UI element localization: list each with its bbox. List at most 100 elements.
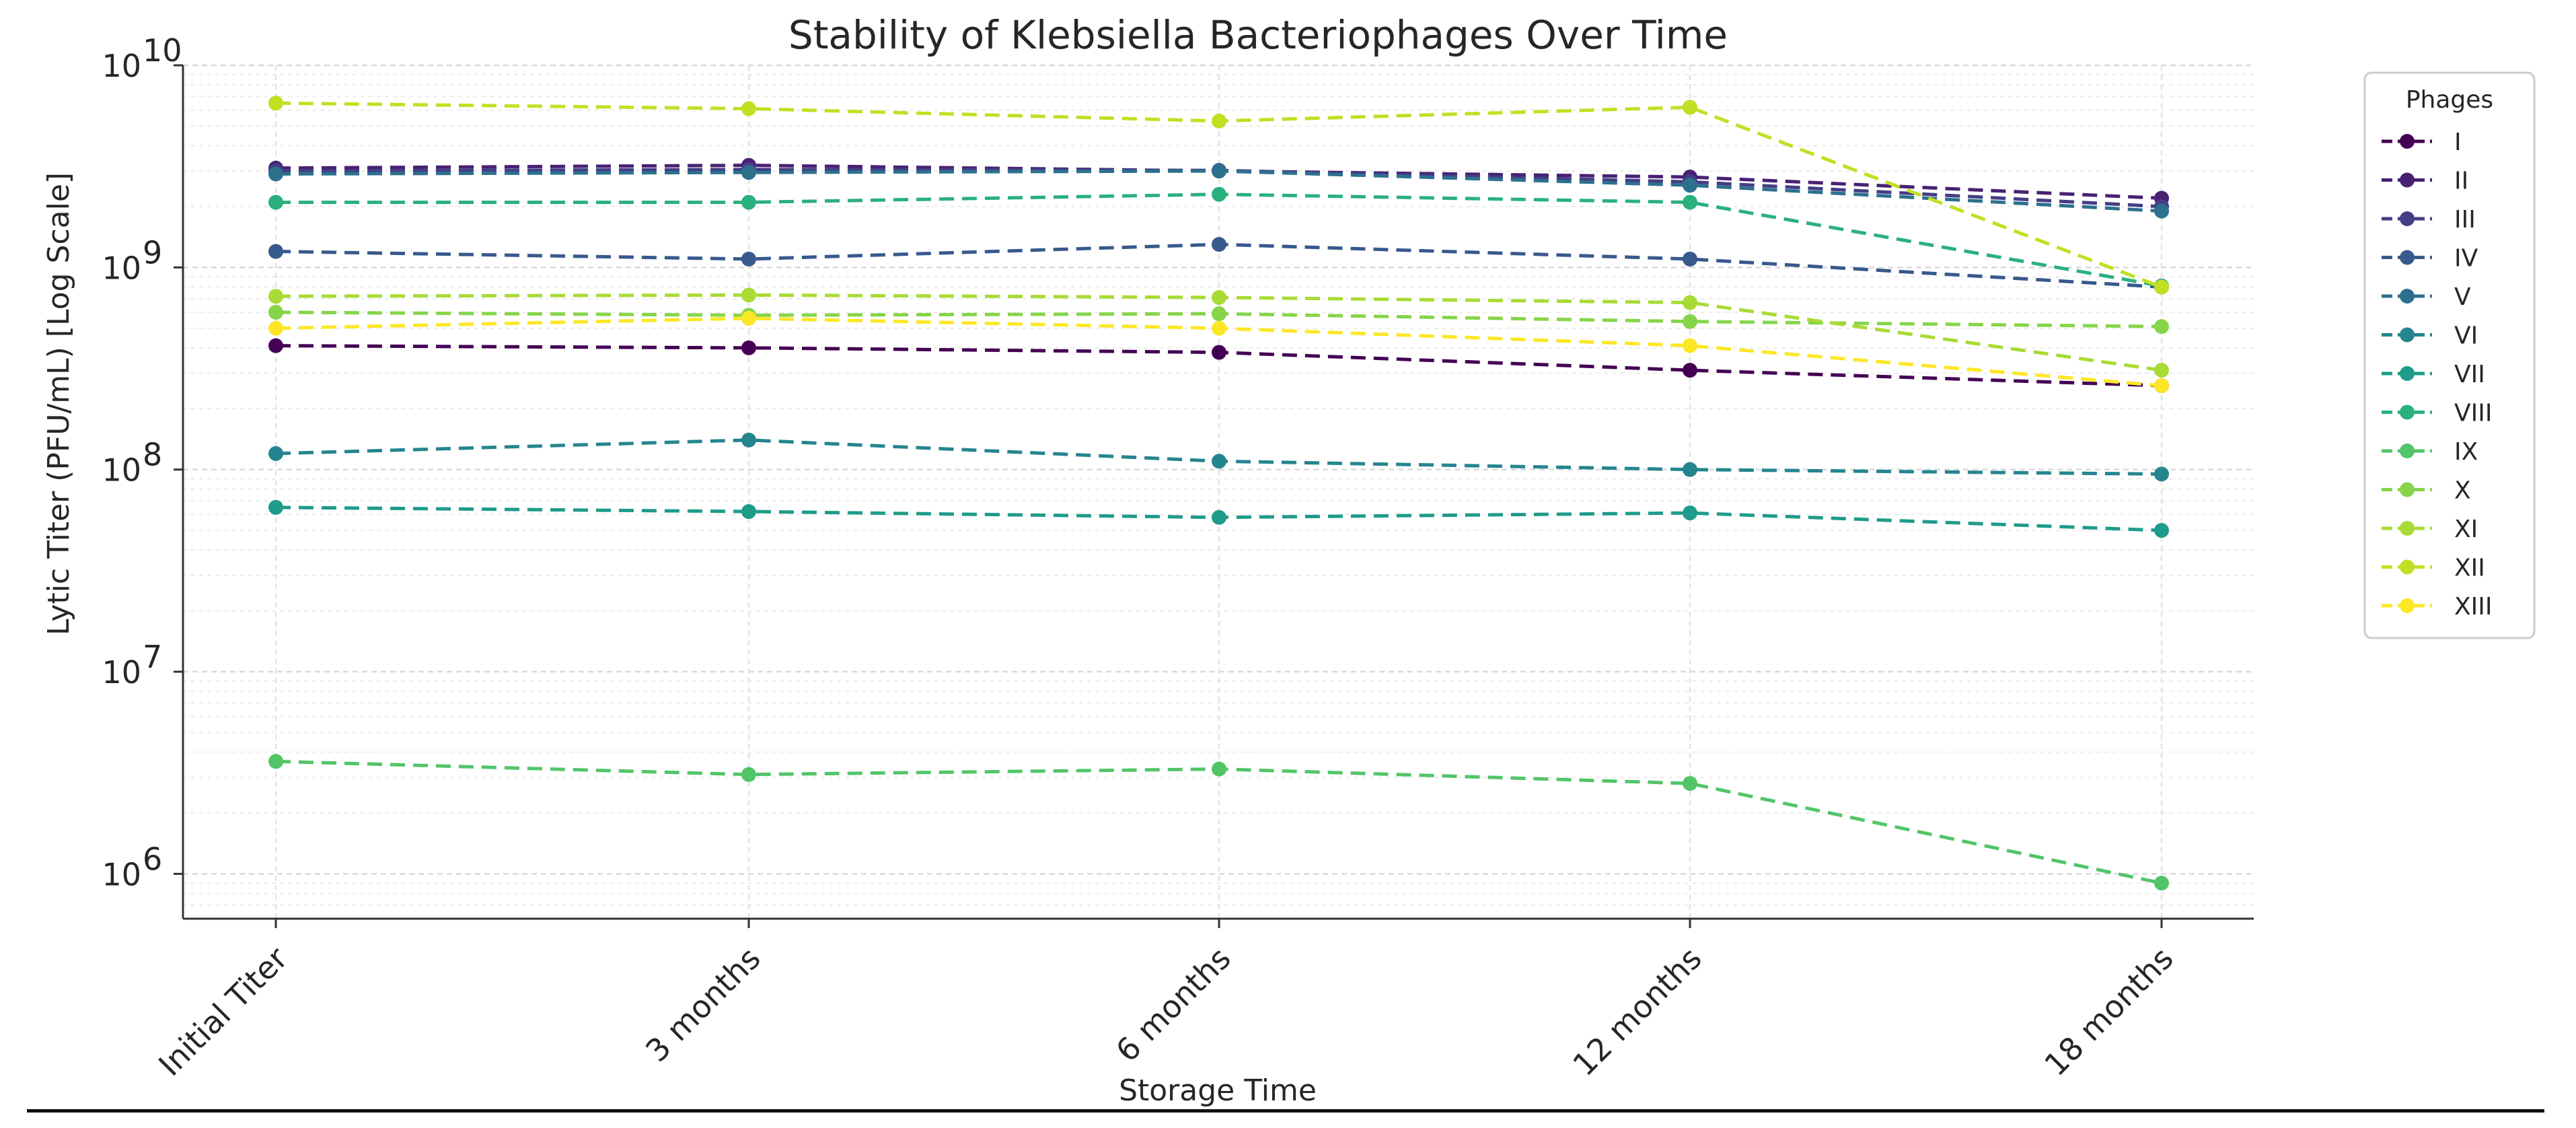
legend-item: I [2382, 129, 2462, 156]
legend-marker [2400, 289, 2415, 304]
data-point [268, 96, 283, 111]
y-tick-label: 10 8 [102, 437, 162, 489]
legend-label: II [2454, 168, 2468, 195]
data-point [1683, 195, 1697, 210]
series-IX [268, 754, 2169, 891]
x-tick-label: 12 months [1566, 940, 1708, 1083]
legend-frame [2363, 71, 2536, 639]
data-point [741, 504, 756, 520]
y-tick-label: 10 10 [102, 32, 182, 84]
y-tick-label: 10 6 [102, 841, 162, 892]
x-axis-ticks: Initial Titer 3 months 6 months 12 months 18… [151, 940, 2180, 1084]
data-point [1212, 306, 1226, 322]
data-point [741, 340, 756, 355]
data-point [268, 446, 283, 461]
data-point [268, 166, 283, 182]
data-point [741, 101, 756, 116]
legend-label: VI [2454, 322, 2478, 350]
legend-label: I [2454, 129, 2462, 156]
data-point [268, 499, 283, 515]
legend-item: XI [2382, 516, 2478, 543]
data-point [741, 287, 756, 303]
data-point [2154, 466, 2169, 482]
data-point [268, 195, 283, 210]
series-XIII [268, 310, 2169, 394]
x-tick-label: 6 months [1109, 940, 1238, 1069]
legend-item: II [2382, 168, 2468, 195]
series-group [268, 96, 2169, 891]
data-point [1212, 164, 1226, 179]
data-point [1683, 178, 1697, 193]
chart-title: Stability of Klebsiella Bacteriophages O… [788, 12, 1728, 58]
series-V [268, 164, 2169, 219]
data-point [1683, 776, 1697, 791]
data-point [2154, 363, 2169, 378]
data-point [741, 195, 756, 210]
legend-label: IX [2454, 438, 2478, 466]
y-tick-exponent: 9 [143, 234, 162, 271]
legend-label: X [2454, 477, 2471, 505]
data-point [741, 165, 756, 180]
data-point [741, 251, 756, 267]
data-point [268, 338, 283, 353]
data-point [1212, 509, 1226, 525]
series-XII [268, 96, 2169, 295]
data-point [2154, 523, 2169, 538]
data-point [741, 310, 756, 326]
y-tick-base: 10 [102, 250, 141, 286]
data-point [1683, 338, 1697, 353]
data-point [1212, 186, 1226, 202]
y-tick-base: 10 [102, 856, 141, 892]
x-tick-label: 3 months [638, 940, 768, 1069]
legend-item: VI [2382, 322, 2478, 350]
legend-item: III [2382, 206, 2476, 234]
legend-item: XIII [2382, 593, 2493, 621]
data-point [1683, 251, 1697, 267]
data-point [268, 754, 283, 769]
y-tick-exponent: 6 [143, 841, 162, 877]
series-I [268, 338, 2169, 394]
data-point [1683, 314, 1697, 329]
legend-label: V [2454, 283, 2471, 311]
legend-label: VII [2454, 361, 2485, 388]
data-point [1683, 100, 1697, 115]
data-point [741, 432, 756, 448]
y-tick-label: 10 9 [102, 234, 162, 286]
data-point [1212, 113, 1226, 129]
series-XI [268, 287, 2169, 378]
y-tick-base: 10 [102, 654, 141, 691]
legend-marker [2400, 250, 2415, 265]
data-point [2154, 319, 2169, 334]
data-point [1212, 320, 1226, 336]
data-point [268, 289, 283, 304]
data-point [268, 320, 283, 336]
y-tick-base: 10 [102, 452, 141, 489]
legend-marker [2400, 327, 2415, 343]
legend-marker [2400, 404, 2415, 420]
y-tick-exponent: 8 [143, 437, 162, 473]
legend-item: VIII [2382, 400, 2492, 427]
legend-label: III [2454, 206, 2476, 234]
data-point [1212, 237, 1226, 252]
series-VI [268, 432, 2169, 482]
data-point [1683, 363, 1697, 378]
x-tick-label: 18 months [2037, 940, 2180, 1083]
series-VII [268, 499, 2169, 538]
legend-label: XIII [2454, 593, 2493, 621]
legend-label: VIII [2454, 400, 2492, 427]
data-point [1212, 345, 1226, 360]
legend-item: VII [2382, 361, 2485, 388]
legend-marker [2400, 134, 2415, 149]
data-point [2154, 279, 2169, 295]
legend-item: IV [2382, 245, 2478, 273]
bottom-rule [27, 1109, 2544, 1113]
series-VIII [268, 186, 2169, 293]
y-tick-label: 10 7 [102, 639, 162, 691]
data-point [268, 304, 283, 320]
legend-marker [2400, 598, 2415, 613]
data-point [1683, 462, 1697, 477]
y-tick-base: 10 [102, 48, 141, 84]
